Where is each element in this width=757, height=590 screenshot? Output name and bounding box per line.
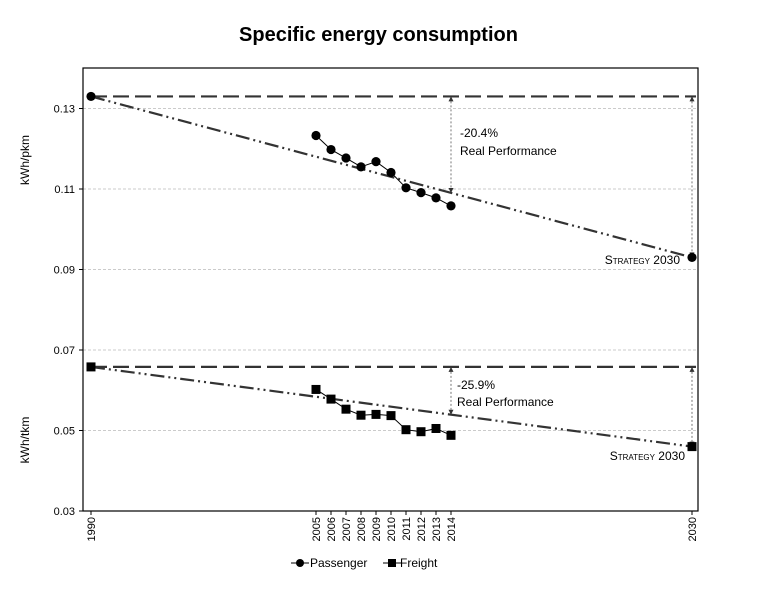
legend-freight-marker <box>388 559 396 567</box>
freight-point-2012 <box>416 427 426 437</box>
freight-point-2008 <box>356 410 366 420</box>
x-tick-label: 2005 <box>311 517 323 541</box>
x-tick-label: 2009 <box>371 517 383 541</box>
strategy-arrow-0-head-top <box>689 96 695 102</box>
strategy-arrow-1-head-top <box>689 366 695 372</box>
freight-point-2007 <box>341 404 351 414</box>
freight-point-2030 <box>687 442 697 452</box>
x-tick-label: 1990 <box>86 517 98 541</box>
x-tick-label: 2030 <box>687 517 699 541</box>
passenger-point-2008 <box>356 162 366 172</box>
y-tick-label: 0.07 <box>54 345 75 357</box>
x-tick-label: 2012 <box>416 517 428 541</box>
performance-arrow-1-head-top <box>448 366 454 372</box>
series-line-passenger <box>315 135 452 207</box>
passenger-point-2006 <box>326 144 336 155</box>
strategy-2030-label: Strategy 2030 <box>605 253 681 267</box>
legend-freight-label: Freight <box>400 556 438 570</box>
x-tick-label: 2006 <box>326 517 338 541</box>
passenger-point-2005 <box>311 130 321 141</box>
series-line-freight <box>315 389 452 436</box>
x-tick-label: 2013 <box>431 517 443 541</box>
strategy-2030-label: Strategy 2030 <box>610 449 686 463</box>
freight-point-2011 <box>401 425 411 435</box>
freight-point-1990 <box>86 362 96 372</box>
x-tick-label: 2007 <box>341 517 353 541</box>
performance-arrow-0-head-top <box>448 96 454 102</box>
y-axis-label-passenger: kWh/pkm <box>18 135 32 185</box>
passenger-point-2009 <box>371 157 381 167</box>
plot-frame <box>82 67 699 512</box>
freight-point-2014 <box>446 430 456 440</box>
x-tick-label: 2008 <box>356 517 368 541</box>
performance-label: Real Performance <box>457 395 554 409</box>
chart-title: Specific energy consumption <box>239 24 518 46</box>
y-tick-label: 0.03 <box>54 506 75 518</box>
passenger-point-2007 <box>341 153 351 163</box>
passenger-point-2013 <box>431 193 441 203</box>
passenger-point-2014 <box>446 201 456 211</box>
performance-arrow-1-head-bottom <box>448 409 454 415</box>
target-trend-line-1 <box>90 365 693 448</box>
y-tick-label: 0.05 <box>54 426 75 438</box>
freight-point-2009 <box>371 409 381 419</box>
freight-point-2006 <box>326 394 336 404</box>
freight-point-2010 <box>386 411 396 421</box>
performance-label: Real Performance <box>460 144 557 158</box>
y-axis-label-freight: kWh/tkm <box>18 417 32 464</box>
y-tick-label: 0.13 <box>54 104 75 116</box>
x-tick-label: 2010 <box>386 517 398 541</box>
passenger-point-2012 <box>416 188 426 198</box>
legend-passenger-label: Passenger <box>310 556 367 570</box>
passenger-point-2011 <box>401 183 411 193</box>
performance-arrow-0-head-bottom <box>448 188 454 194</box>
x-tick-label: 2011 <box>401 517 413 541</box>
y-tick-label: 0.11 <box>54 184 75 196</box>
freight-point-2013 <box>431 423 441 433</box>
passenger-point-2030 <box>687 252 697 263</box>
y-tick-label: 0.09 <box>54 265 75 277</box>
reduction-label: -20.4% <box>460 126 498 140</box>
passenger-point-1990 <box>86 91 96 102</box>
reduction-label: -25.9% <box>457 378 495 392</box>
legend-passenger-marker <box>296 559 304 567</box>
freight-point-2005 <box>311 384 321 394</box>
passenger-point-2010 <box>386 167 396 178</box>
x-tick-label: 2014 <box>446 517 458 541</box>
